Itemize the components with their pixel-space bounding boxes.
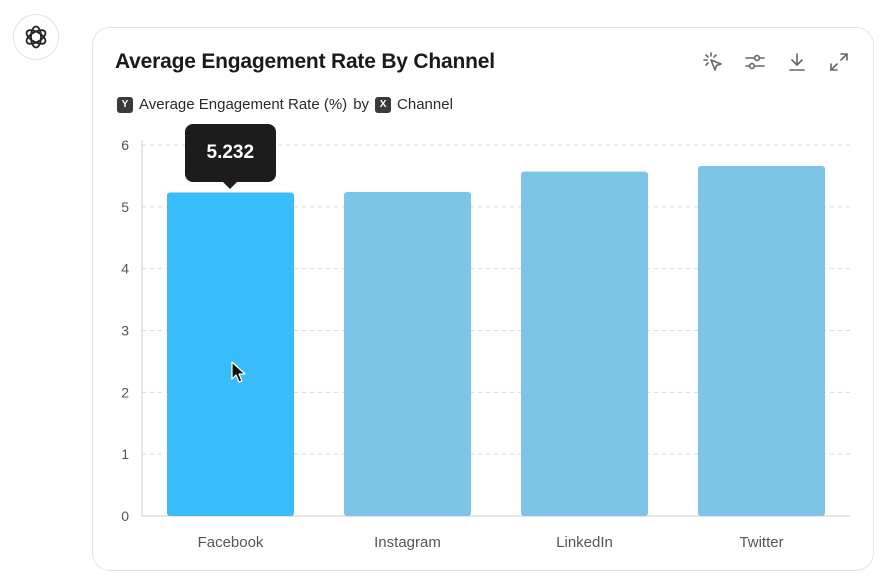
x-tick-label: LinkedIn [556,534,613,551]
subtitle-connector: by [353,96,370,113]
bar-instagram[interactable] [344,191,471,516]
x-axis-label: Channel [397,96,453,113]
x-tick-label: Instagram [374,534,441,551]
y-tick-label: 4 [121,261,129,277]
download-button[interactable] [783,48,811,76]
y-axis-label: Average Engagement Rate (%) [139,96,348,113]
chart-subtitle: Y Average Engagement Rate (%) by X Chann… [117,96,453,113]
chart-toolbar [699,48,853,76]
sliders-icon [745,54,765,70]
expand-button[interactable] [825,48,853,76]
y-tick-label: 6 [121,137,129,153]
chart-title: Average Engagement Rate By Channel [115,50,495,73]
x-tick-label: Twitter [739,534,783,551]
y-axis-badge: Y [117,96,133,113]
bar-linkedin[interactable] [521,171,648,517]
sparkle-select-button[interactable] [699,48,727,76]
y-tick-label: 2 [121,384,129,400]
sparkle-select-icon [703,52,722,71]
assistant-logo-icon [25,25,47,49]
y-tick-label: 5 [121,199,129,215]
bar-tooltip: 5.232 [184,124,277,190]
y-tick-label: 1 [121,446,129,462]
y-tick-label: 3 [121,323,129,339]
download-icon [789,53,805,71]
x-axis-badge: X [375,96,392,113]
bar-facebook[interactable] [167,192,294,516]
mouse-cursor-icon [231,361,246,383]
x-tick-label: Facebook [198,534,264,551]
y-tick-label: 0 [121,508,129,524]
bar-twitter[interactable] [698,166,825,517]
expand-icon [830,53,848,71]
assistant-avatar [13,14,59,60]
filter-settings-button[interactable] [741,48,769,76]
